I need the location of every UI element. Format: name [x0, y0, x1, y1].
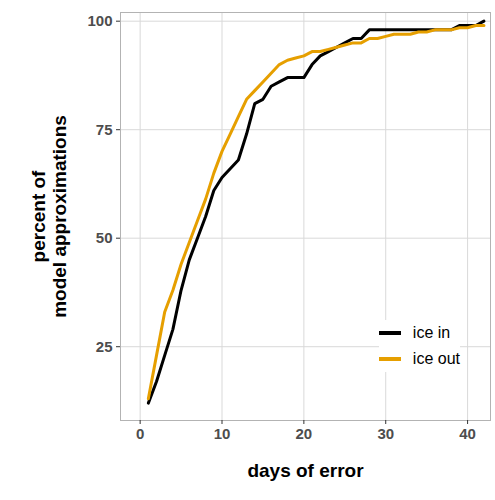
svg-text:0: 0 [136, 425, 144, 442]
svg-text:days of error: days of error [247, 460, 364, 481]
html-text:ice out: ice out [412, 350, 460, 367]
svg-text:50: 50 [96, 229, 113, 246]
svg-text:75: 75 [96, 120, 113, 137]
svg-text:percent ofmodel approximations: percent ofmodel approximations [28, 115, 71, 318]
svg-text:25: 25 [96, 338, 113, 355]
svg-text:30: 30 [377, 425, 394, 442]
html-text:ice in: ice in [412, 324, 451, 341]
svg-text:20: 20 [296, 425, 313, 442]
svg-text:40: 40 [459, 425, 476, 442]
svg-text:10: 10 [214, 425, 231, 442]
svg-text:100: 100 [87, 12, 112, 29]
